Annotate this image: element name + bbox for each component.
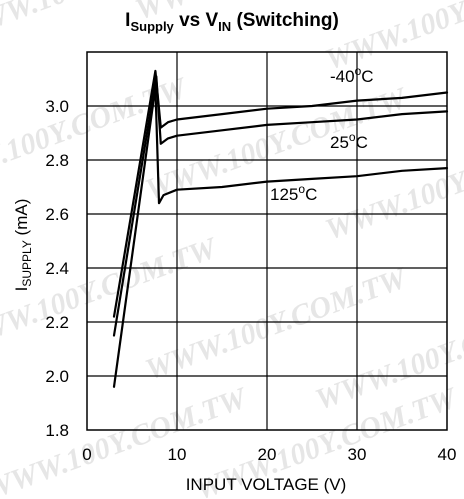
y-tick-label: 3.0 xyxy=(45,97,69,116)
y-tick-label: 2.0 xyxy=(45,367,69,386)
series-label-0: -40oC xyxy=(330,64,374,86)
title-i: I xyxy=(125,10,130,31)
title-vin-sub: IN xyxy=(218,19,231,34)
y-tick-label: 2.4 xyxy=(45,259,69,278)
y-axis-label: ISUPPLY (mA) xyxy=(12,199,34,292)
x-axis-label: INPUT VOLTAGE (V) xyxy=(186,475,347,494)
series-label-1: 25oC xyxy=(330,130,368,152)
chart-title: ISupply vs VIN (Switching) xyxy=(125,10,339,34)
y-tick-label: 2.6 xyxy=(45,205,69,224)
series-label-2: 125oC xyxy=(270,182,317,204)
y-label-unit: (mA) xyxy=(12,199,31,241)
series-line-1 xyxy=(112,75,449,337)
tick-labels: 0 10 20 30 40 1.8 2.0 2.2 2.4 2.6 2.8 3.0 xyxy=(45,97,456,464)
plot-frame xyxy=(86,51,448,431)
watermark-text: WWW.100Y.COM.TW xyxy=(321,0,464,77)
title-vs: vs V xyxy=(174,10,219,31)
y-label-sub: SUPPLY xyxy=(20,240,34,286)
y-tick-label: 1.8 xyxy=(45,421,69,440)
title-rest: (Switching) xyxy=(231,10,339,31)
x-tick-label: 40 xyxy=(438,445,457,464)
x-tick-label: 20 xyxy=(258,445,277,464)
x-tick-label: 30 xyxy=(348,445,367,464)
y-tick-label: 2.8 xyxy=(45,151,69,170)
x-tick-label: 0 xyxy=(82,445,91,464)
series-lines xyxy=(112,69,449,388)
y-tick-label: 2.2 xyxy=(45,313,69,332)
title-i-sub: Supply xyxy=(130,19,174,34)
x-tick-label: 10 xyxy=(168,445,187,464)
curve-labels: -40oC 25oC 125oC xyxy=(270,64,374,204)
y-label-i: I xyxy=(12,287,31,292)
series-line-2 xyxy=(112,85,449,388)
grid xyxy=(87,52,447,430)
